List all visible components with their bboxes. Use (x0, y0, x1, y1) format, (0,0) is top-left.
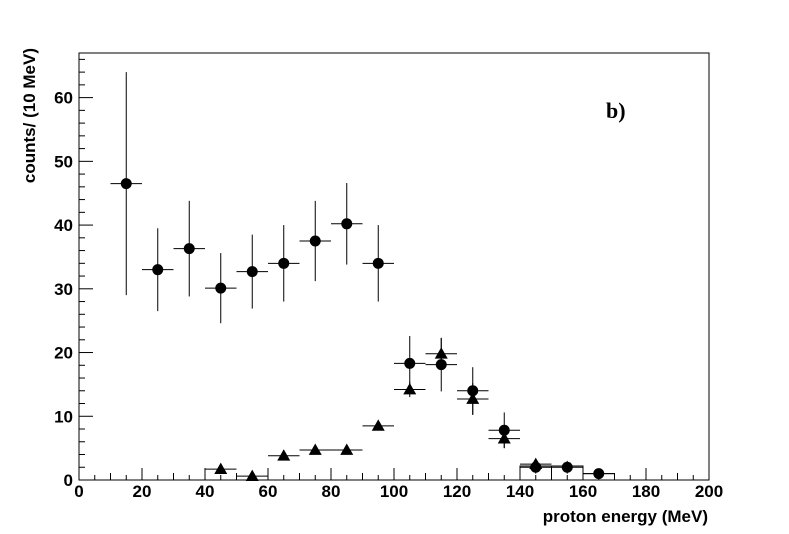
data-point-circle (278, 257, 290, 269)
y-tick-label: 40 (54, 216, 73, 235)
y-tick-label: 0 (64, 471, 73, 490)
data-point-triangle (403, 383, 417, 395)
data-point-triangle (434, 347, 448, 359)
x-tick-label: 40 (196, 482, 215, 501)
x-tick-label: 180 (632, 482, 660, 501)
data-point-triangle (214, 462, 228, 475)
data-point-triangle (340, 443, 354, 455)
data-point-circle (309, 235, 321, 247)
data-point-circle (120, 178, 132, 190)
y-tick-label: 20 (54, 344, 73, 363)
axes-layer: 0 20 40 60 80 100 120 140 160 180 200 0 10 20 30 40 50 60 (54, 58, 723, 501)
data-point-circle (246, 266, 258, 278)
y-tick-label: 50 (54, 152, 73, 171)
series-circle (110, 72, 615, 480)
x-tick-label: 60 (259, 482, 278, 501)
x-tick-label: 120 (443, 482, 471, 501)
data-point-triangle (308, 443, 322, 455)
x-tick-label: 160 (569, 482, 597, 501)
data-point-circle (561, 461, 573, 473)
data-point-triangle (277, 449, 291, 461)
data-point-circle (372, 257, 384, 269)
x-tick-label: 0 (74, 482, 83, 501)
y-tick-label: 10 (54, 407, 73, 426)
panel-label: b) (606, 98, 626, 123)
data-point-circle (215, 282, 227, 294)
data-point-triangle (371, 419, 385, 431)
data-point-circle (152, 264, 164, 276)
y-tick-label: 60 (54, 89, 73, 108)
x-tick-label: 100 (380, 482, 408, 501)
y-axis-title: counts/ (10 MeV) (20, 48, 39, 183)
series-triangle (205, 337, 552, 482)
x-tick-label: 80 (322, 482, 341, 501)
data-point-circle (593, 468, 605, 480)
x-tick-label: 200 (695, 482, 723, 501)
y-tick-label: 30 (54, 280, 73, 299)
x-axis-title: proton energy (MeV) (543, 507, 708, 526)
data-point-triangle (466, 392, 480, 404)
data-point-circle (404, 357, 416, 369)
data-point-triangle (529, 457, 543, 469)
data-point-circle (341, 218, 353, 230)
x-tick-label: 140 (506, 482, 534, 501)
data-point-circle (183, 243, 195, 255)
series-layer (110, 72, 615, 482)
x-tick-label: 20 (133, 482, 152, 501)
data-point-triangle (497, 432, 511, 444)
